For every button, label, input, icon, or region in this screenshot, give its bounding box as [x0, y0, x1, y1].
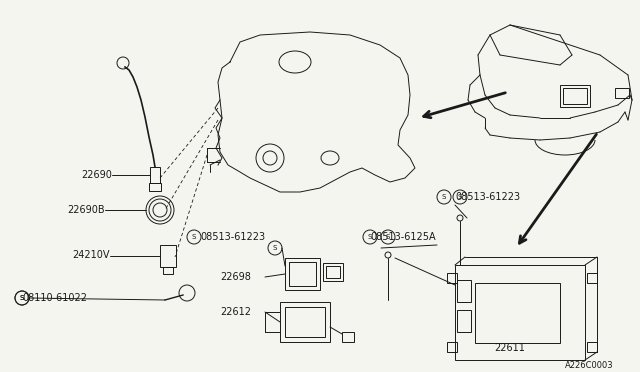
Text: 24210V: 24210V — [72, 250, 110, 260]
Text: 22690: 22690 — [81, 170, 112, 180]
Bar — [326, 266, 340, 278]
Text: S: S — [386, 234, 390, 240]
Bar — [475, 283, 560, 343]
Bar — [587, 273, 597, 283]
Text: 08110-61022: 08110-61022 — [22, 293, 87, 303]
Bar — [560, 85, 590, 107]
Bar — [323, 263, 343, 281]
Bar — [615, 88, 629, 98]
Text: 08513-61223: 08513-61223 — [455, 192, 520, 202]
Text: S: S — [368, 234, 372, 240]
Bar — [289, 262, 316, 286]
Text: 22612: 22612 — [220, 307, 251, 317]
Bar — [457, 310, 471, 332]
Bar — [457, 280, 471, 302]
Text: 22690B: 22690B — [67, 205, 105, 215]
Bar — [285, 258, 320, 290]
Text: S: S — [192, 234, 196, 240]
Bar — [149, 183, 161, 191]
Bar — [455, 265, 585, 360]
Bar — [160, 245, 176, 267]
Bar — [342, 332, 354, 342]
Bar — [587, 342, 597, 352]
Text: A226C0003: A226C0003 — [565, 360, 614, 369]
Text: 22698: 22698 — [220, 272, 251, 282]
Bar — [280, 302, 330, 342]
Text: S: S — [442, 194, 446, 200]
Text: S: S — [273, 245, 277, 251]
Bar — [285, 307, 325, 337]
Text: 22611: 22611 — [495, 343, 525, 353]
Text: S: S — [458, 194, 462, 200]
Bar — [447, 273, 457, 283]
Text: 08513-6125A: 08513-6125A — [370, 232, 436, 242]
Bar — [150, 167, 160, 183]
Text: S: S — [20, 295, 24, 301]
Bar — [563, 88, 587, 104]
Bar — [447, 342, 457, 352]
Text: S: S — [20, 295, 24, 301]
Text: 08513-61223: 08513-61223 — [200, 232, 265, 242]
Bar — [163, 267, 173, 274]
